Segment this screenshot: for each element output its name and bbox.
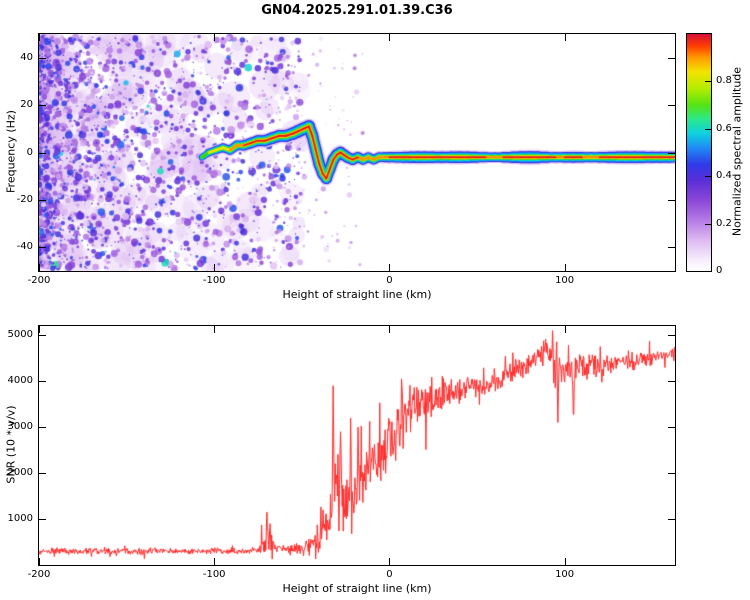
- tick-mark: [564, 34, 566, 41]
- tick-mark: [39, 335, 46, 337]
- colorbar-tick-label: 0.6: [716, 122, 732, 134]
- tick-mark: [39, 199, 46, 201]
- tick-mark: [214, 264, 216, 271]
- snr-x-tick-label: -200: [27, 569, 51, 580]
- spectrogram-y-tick-label: -40: [16, 241, 33, 253]
- tick-mark: [39, 519, 46, 521]
- tick-mark: [564, 326, 566, 333]
- tick-mark: [389, 326, 391, 333]
- colorbar: [686, 33, 712, 272]
- tick-mark: [705, 81, 711, 83]
- snr-y-axis-label: SNR (10 * v/v): [4, 405, 18, 484]
- tick-mark: [668, 335, 675, 337]
- chart-title: GN04.2025.291.01.39.C36: [261, 3, 453, 18]
- tick-mark: [214, 558, 216, 565]
- tick-mark: [668, 199, 675, 201]
- tick-mark: [668, 427, 675, 429]
- snr-y-tick-label: 1000: [7, 513, 33, 525]
- snr-x-tick-label: 100: [555, 569, 575, 580]
- tick-mark: [668, 381, 675, 383]
- tick-mark: [668, 105, 675, 107]
- tick-mark: [564, 264, 566, 271]
- tick-mark: [39, 427, 46, 429]
- tick-mark: [39, 381, 46, 383]
- tick-mark: [705, 223, 711, 225]
- tick-mark: [39, 57, 46, 59]
- tick-mark: [705, 271, 711, 272]
- spectrogram-canvas: [39, 34, 675, 271]
- spectrogram-y-tick-label: 40: [20, 51, 33, 63]
- spectrogram-x-tick-label: -100: [202, 275, 226, 286]
- tick-mark: [214, 326, 216, 333]
- snr-y-tick-label: 5000: [7, 329, 33, 341]
- spectrogram-x-tick-label: -200: [27, 275, 51, 286]
- tick-mark: [39, 264, 40, 271]
- tick-mark: [668, 57, 675, 59]
- spectrogram-y-tick-label: 0: [26, 146, 33, 158]
- tick-mark: [668, 519, 675, 521]
- colorbar-tick-label: 0.2: [716, 217, 732, 229]
- tick-mark: [39, 105, 46, 107]
- spectrogram-y-tick-label: 20: [20, 99, 33, 111]
- tick-mark: [39, 152, 46, 154]
- snr-y-tick-label: 4000: [7, 375, 33, 387]
- tick-mark: [39, 473, 46, 475]
- colorbar-tick-label: 0.8: [716, 75, 732, 87]
- spectrogram-x-tick-label: 100: [555, 275, 575, 286]
- tick-mark: [214, 34, 216, 41]
- snr-y-tick-label: 2000: [7, 467, 33, 479]
- spectrogram-y-tick-label: -20: [16, 193, 33, 205]
- snr-plot-area: [38, 325, 676, 566]
- snr-x-tick-label: 0: [386, 569, 393, 580]
- snr-y-tick-label: 3000: [7, 421, 33, 433]
- tick-mark: [39, 247, 46, 249]
- tick-mark: [389, 558, 391, 565]
- tick-mark: [705, 128, 711, 130]
- tick-mark: [389, 264, 391, 271]
- tick-mark: [389, 34, 391, 41]
- tick-mark: [668, 247, 675, 249]
- colorbar-tick-label: 0: [716, 265, 723, 276]
- tick-mark: [668, 473, 675, 475]
- snr-canvas: [39, 326, 675, 565]
- spectrogram-plot-area: [38, 33, 676, 272]
- spectrogram-x-axis-label: Height of straight line (km): [282, 288, 432, 301]
- tick-mark: [39, 34, 40, 41]
- tick-mark: [39, 558, 40, 565]
- snr-x-tick-label: -100: [202, 569, 226, 580]
- tick-mark: [564, 558, 566, 565]
- tick-mark: [668, 152, 675, 154]
- tick-mark: [39, 326, 40, 333]
- colorbar-label: Normalized spectral amplitude: [730, 66, 744, 237]
- colorbar-tick-label: 0.4: [716, 170, 732, 182]
- snr-x-axis-label: Height of straight line (km): [282, 582, 432, 595]
- spectrogram-x-tick-label: 0: [386, 275, 393, 286]
- tick-mark: [705, 176, 711, 178]
